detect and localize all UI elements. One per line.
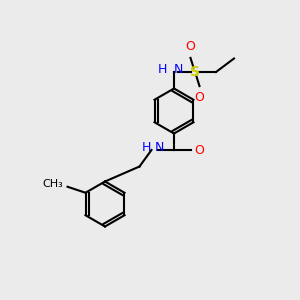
Text: H: H <box>158 63 167 76</box>
Text: H: H <box>142 141 151 154</box>
Text: O: O <box>194 143 204 157</box>
Text: N: N <box>174 63 183 76</box>
Text: CH₃: CH₃ <box>42 179 63 189</box>
Text: S: S <box>190 65 200 79</box>
Text: N: N <box>154 141 164 154</box>
Text: O: O <box>195 91 204 103</box>
Text: O: O <box>186 40 195 53</box>
